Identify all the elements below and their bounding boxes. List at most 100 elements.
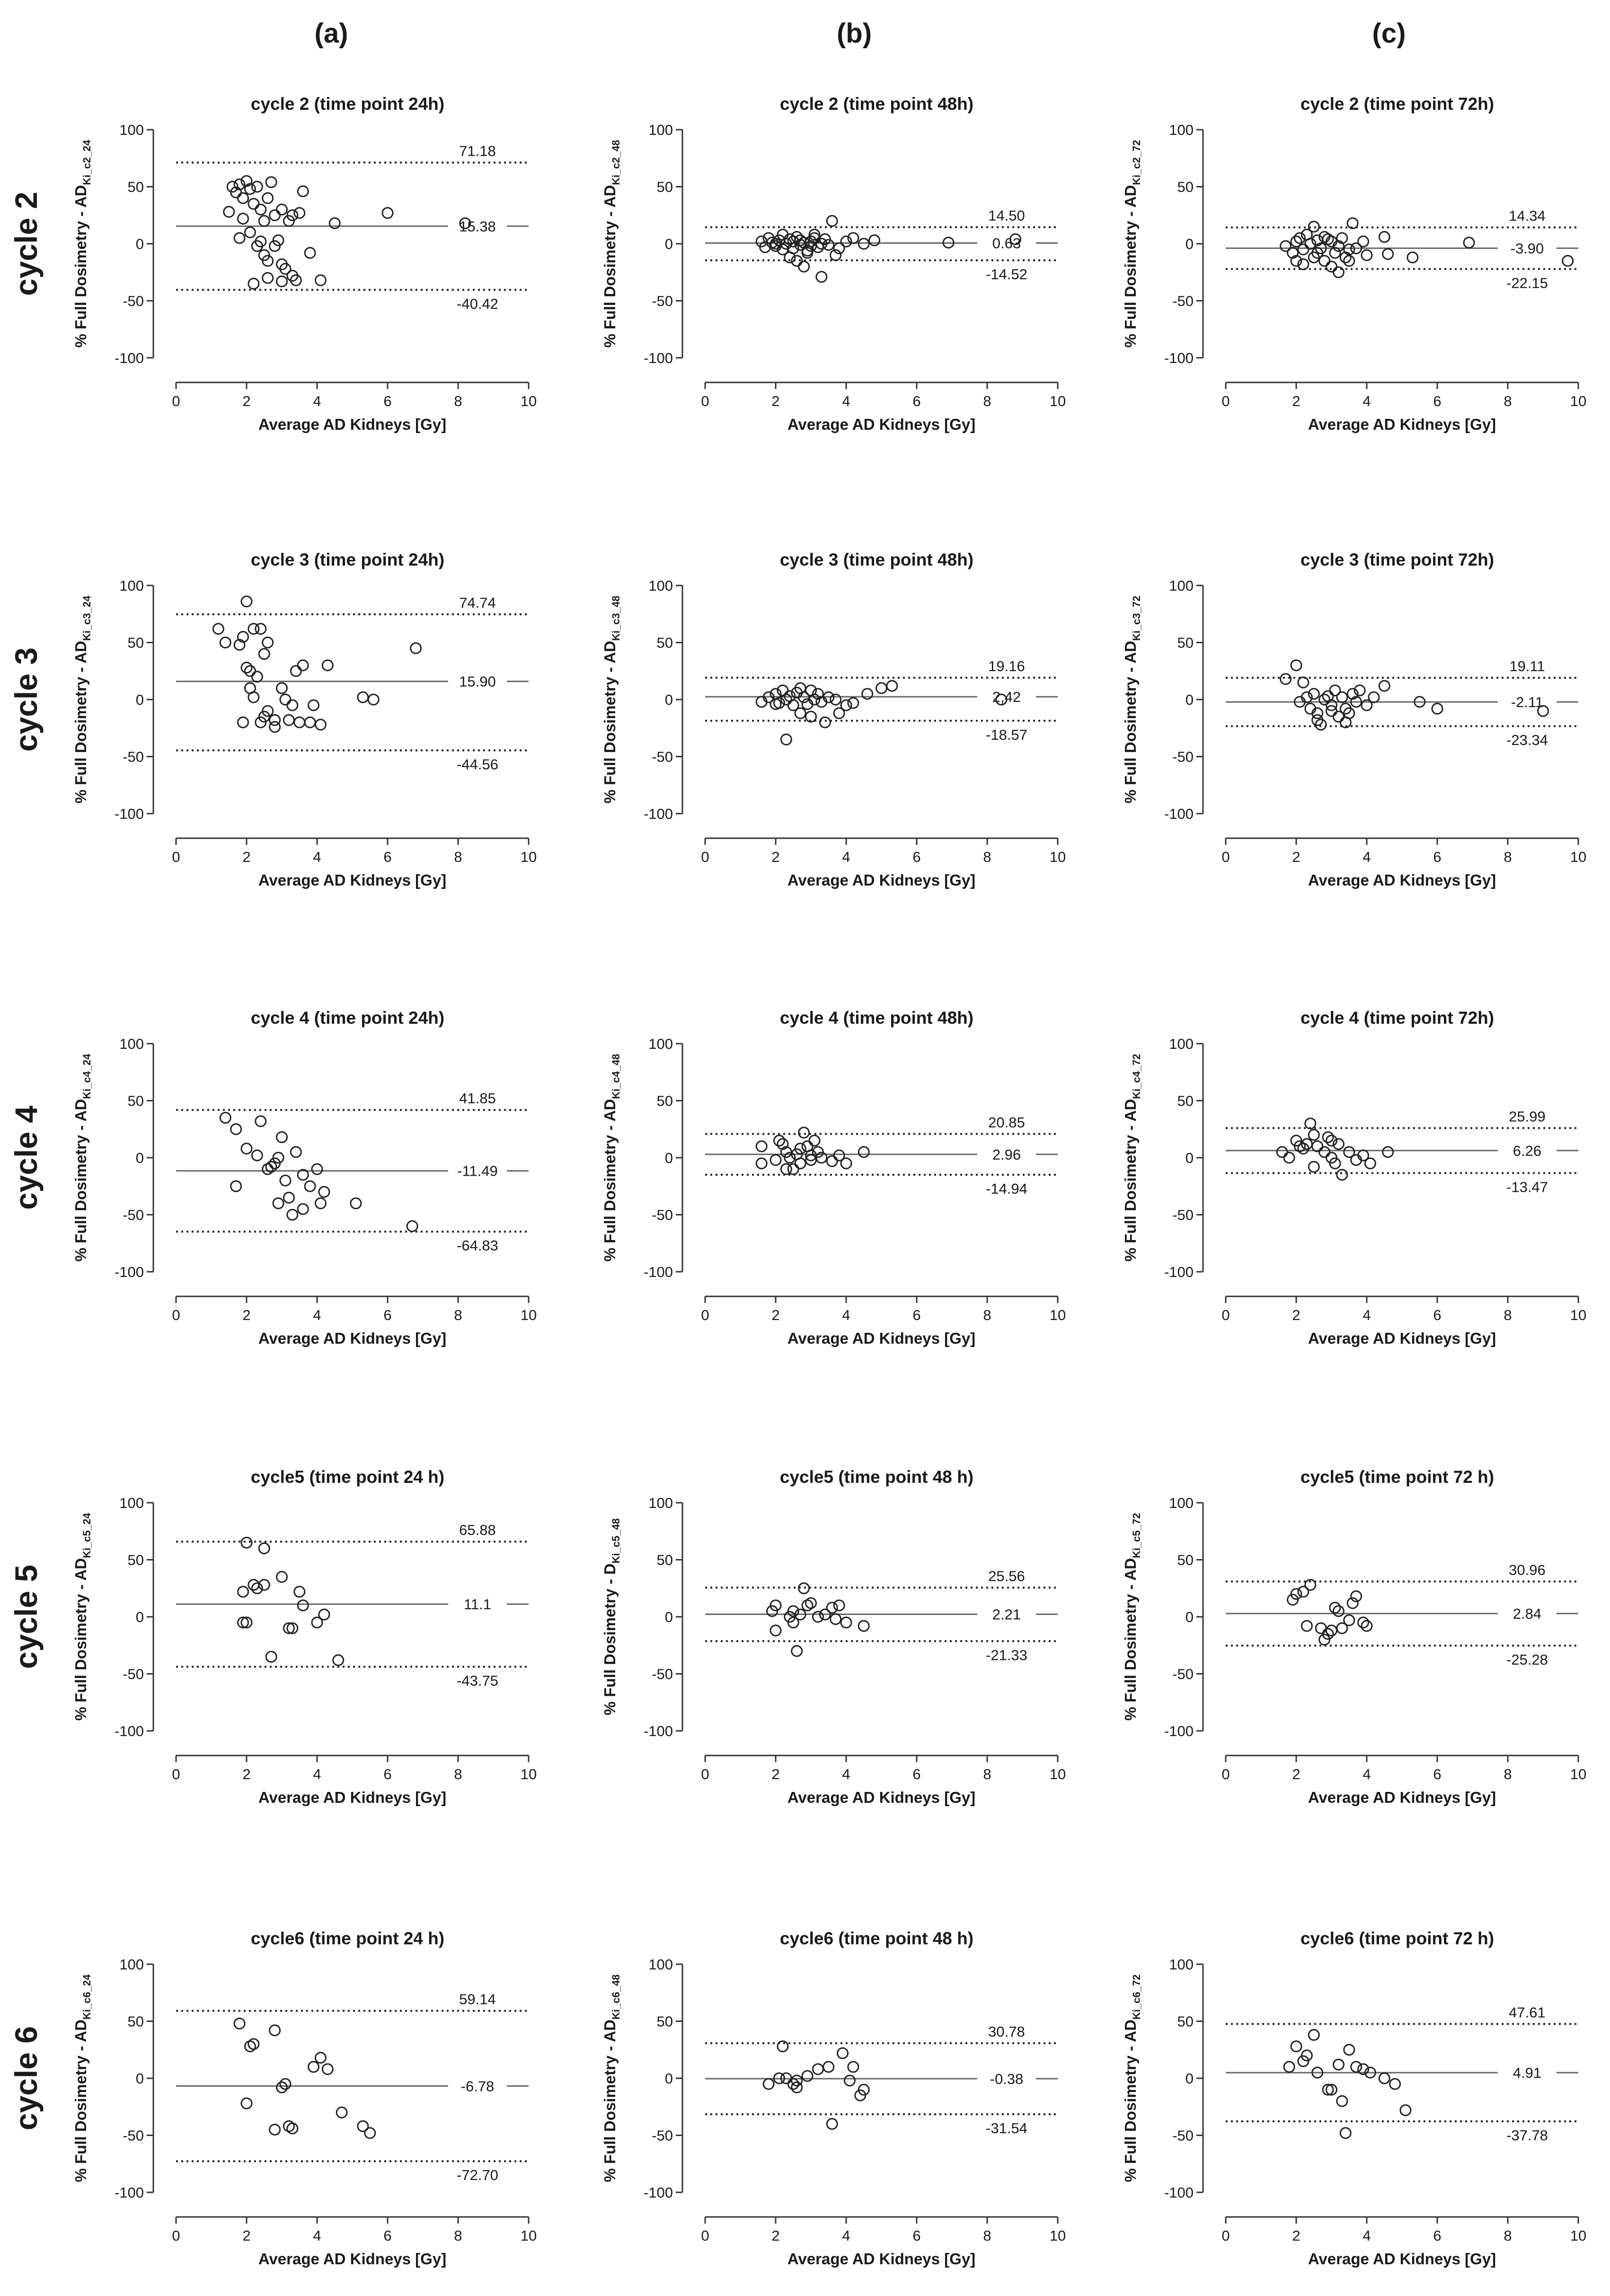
- panel-title: cycle 4 (time point 48h): [780, 1008, 973, 1028]
- data-point: [861, 688, 874, 700]
- data-point: [230, 186, 242, 199]
- data-point: [815, 271, 828, 283]
- y-tick-label: -50: [1172, 749, 1194, 765]
- panel-title: cycle 2 (time point 72h): [1300, 94, 1494, 114]
- y-tick-label: 100: [119, 1495, 144, 1511]
- x-tick-label: 2: [771, 849, 779, 865]
- data-point: [823, 2061, 835, 2073]
- data-point: [1308, 1129, 1320, 1141]
- data-point: [240, 595, 253, 608]
- data-point: [1361, 1620, 1373, 1632]
- panel-title: cycle 2 (time point 48h): [780, 94, 973, 114]
- data-point: [886, 680, 898, 692]
- data-point: [1283, 2061, 1295, 2073]
- data-point: [290, 1146, 302, 1158]
- y-axis-label-main: % Full Dosimetry - AD: [1122, 1558, 1139, 1721]
- data-point: [770, 1624, 782, 1637]
- y-axis-label-main: % Full Dosimetry - AD: [601, 1099, 619, 1262]
- data-point: [308, 2061, 320, 2073]
- x-tick-label: 8: [983, 2227, 991, 2244]
- row-label: cycle 3: [9, 647, 44, 752]
- data-point: [1329, 1602, 1341, 1614]
- data-point: [787, 2078, 799, 2090]
- data-point: [1329, 1157, 1341, 1170]
- data-point: [826, 215, 838, 227]
- x-axis-label: Average AD Kidneys [Gy]: [258, 1330, 446, 1347]
- data-point: [1283, 1152, 1295, 1164]
- x-axis-label: Average AD Kidneys [Gy]: [1308, 1330, 1496, 1347]
- x-tick-label: 2: [242, 1307, 250, 1323]
- row-label: cycle 6: [9, 2026, 44, 2130]
- x-tick-label: 10: [1050, 393, 1066, 409]
- data-point: [791, 2074, 803, 2087]
- data-point: [1332, 266, 1345, 278]
- data-point: [255, 235, 267, 248]
- x-tick-label: 6: [383, 849, 391, 865]
- data-point: [269, 721, 281, 733]
- data-point: [230, 1180, 242, 1192]
- panel-title: cycle 2 (time point 24h): [251, 94, 444, 114]
- data-point: [223, 206, 235, 218]
- data-point: [248, 691, 260, 703]
- data-point: [823, 239, 835, 251]
- data-point: [1339, 716, 1352, 728]
- data-point: [304, 247, 316, 259]
- data-point: [276, 275, 288, 288]
- data-point: [784, 251, 796, 264]
- data-point: [244, 183, 256, 195]
- data-point: [248, 198, 260, 210]
- y-tick-label: -50: [123, 1666, 144, 1683]
- y-tick-label: 50: [657, 1552, 673, 1569]
- bland-altman-panel: cycle 2 (time point 24h) 100 50 0 -50 -100 0 2 4…: [72, 94, 537, 433]
- mean-label: -3.90: [1511, 240, 1544, 257]
- data-point: [1361, 249, 1373, 261]
- data-point: [833, 242, 845, 255]
- data-point: [1329, 247, 1341, 259]
- data-point: [265, 1650, 277, 1663]
- x-tick-label: 10: [521, 849, 537, 865]
- data-point: [244, 665, 256, 677]
- x-axis-label: Average AD Kidneys [Gy]: [258, 416, 446, 433]
- x-tick-label: 2: [242, 2227, 250, 2244]
- y-tick-label: 50: [1177, 635, 1194, 651]
- x-axis-label: Average AD Kidneys [Gy]: [787, 2250, 975, 2268]
- x-tick-label: 10: [1570, 849, 1586, 865]
- data-point: [780, 733, 792, 745]
- bland-altman-panel: cycle 3 (time point 48h) 100 50 0 -50 -100 0 2 4…: [601, 550, 1066, 889]
- data-point: [812, 2063, 824, 2075]
- x-axis-label: Average AD Kidneys [Gy]: [258, 2250, 446, 2268]
- y-axis-label: % Full Dosimetry - ADKi_c6_72: [1122, 1975, 1142, 2182]
- data-point: [318, 1186, 330, 1198]
- y-tick-label: -100: [644, 2184, 673, 2201]
- x-tick-label: 2: [1292, 1307, 1300, 1323]
- data-point: [1357, 235, 1370, 248]
- data-point: [1304, 1117, 1317, 1130]
- data-point: [1339, 2127, 1352, 2139]
- y-axis-label: % Full Dosimetry - ADKi_c2_24: [72, 140, 93, 348]
- data-point: [1300, 2049, 1313, 2062]
- data-point: [381, 207, 394, 219]
- mean-label-background: [1497, 1604, 1557, 1622]
- lower-loa-label: -64.83: [457, 1237, 498, 1254]
- data-point: [244, 2040, 256, 2053]
- x-tick-label: 10: [521, 2227, 537, 2244]
- data-point: [1290, 255, 1302, 267]
- x-tick-label: 2: [771, 393, 779, 409]
- x-tick-label: 4: [313, 393, 321, 409]
- y-tick-label: -100: [115, 1264, 144, 1280]
- data-point: [858, 1620, 870, 1632]
- data-point: [791, 255, 803, 267]
- x-tick-label: 6: [383, 1766, 391, 1782]
- data-point: [1364, 2066, 1376, 2079]
- y-axis-label-subscript: Ki_c4_72: [1131, 1054, 1142, 1099]
- data-point: [237, 716, 249, 728]
- data-point: [830, 693, 842, 706]
- data-point: [269, 1157, 281, 1170]
- upper-loa-label: 30.78: [988, 2023, 1025, 2040]
- data-point: [410, 642, 422, 655]
- data-point: [1343, 1146, 1355, 1158]
- x-tick-label: 2: [771, 2227, 779, 2244]
- column-header: (a): [315, 18, 348, 49]
- data-point: [286, 209, 299, 222]
